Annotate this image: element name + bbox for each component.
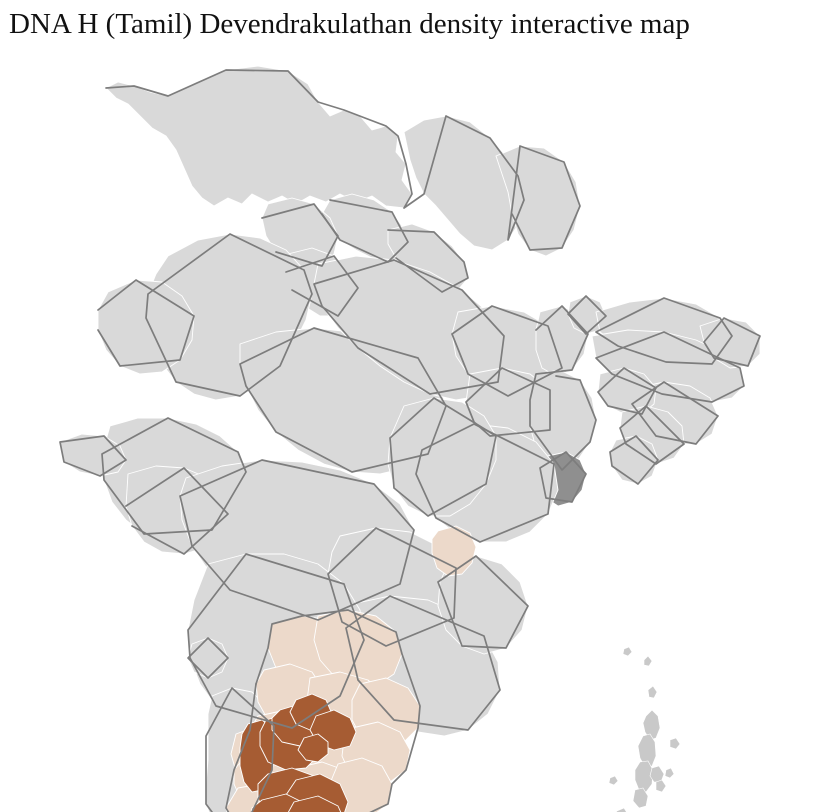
district-highlight-level3 xyxy=(297,733,329,763)
map-layer-base-districts xyxy=(59,65,761,812)
map-svg[interactable] xyxy=(0,44,827,812)
map-layer-andaman-nicobar-islands xyxy=(608,646,681,812)
map-layer-highlighted-districts[interactable] xyxy=(225,525,477,812)
map-layer-nicobar-islands xyxy=(643,655,675,793)
page-title: DNA H (Tamil) Devendrakulathan density i… xyxy=(9,8,690,40)
india-choropleth-map[interactable] xyxy=(0,44,827,812)
map-layer-state-borders xyxy=(59,69,761,812)
district-highlight-level3 xyxy=(287,795,342,812)
